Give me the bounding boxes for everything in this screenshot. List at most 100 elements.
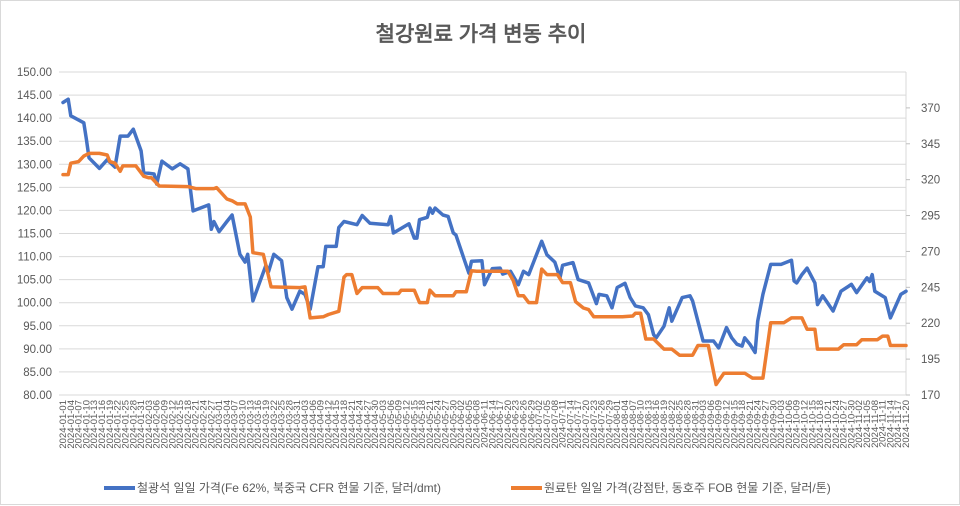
- x-tick-label: 2024-01-07: [74, 400, 85, 449]
- x-tick-label: 2024-02-12: [167, 400, 178, 449]
- right-tick-label: 370: [921, 103, 940, 115]
- x-tick-label: 2024-09-12: [721, 400, 732, 449]
- x-tick-label: 2024-05-21: [425, 400, 436, 449]
- x-tick-label: 2024-02-09: [159, 400, 170, 449]
- x-tick-label: 2024-10-06: [784, 400, 795, 449]
- x-tick-label: 2024-08-19: [659, 400, 670, 449]
- x-tick-label: 2024-05-27: [440, 400, 451, 449]
- x-tick-label: 2024-11-02: [854, 400, 865, 448]
- x-tick-label: 2024-10-30: [846, 400, 857, 449]
- chart-title: 철강원료 가격 변동 추이: [376, 23, 587, 46]
- legend-label-iron-ore: 철광석 일일 가격(Fe 62%, 북중국 CFR 현물 기준, 달러/dmt): [137, 481, 441, 495]
- x-tick-label: 2024-08-16: [651, 400, 662, 449]
- x-tick-label: 2024-03-13: [245, 400, 256, 449]
- right-tick-label: 245: [921, 282, 940, 294]
- x-tick-label: 2024-03-28: [284, 400, 295, 449]
- x-tick-label: 2024-01-13: [89, 400, 100, 449]
- x-tick-label: 2024-07-20: [581, 400, 592, 449]
- right-tick-label: 270: [921, 246, 940, 258]
- x-tick-label: 2024-05-12: [401, 400, 412, 449]
- x-tick-label: 2024-06-08: [472, 400, 483, 449]
- x-tick-label: 2024-04-09: [316, 400, 327, 449]
- x-tick-label: 2024-03-19: [261, 400, 272, 449]
- x-tick-label: 2024-08-01: [612, 400, 623, 449]
- x-tick-label: 2024-07-23: [589, 400, 600, 449]
- right-tick-label: 320: [921, 175, 940, 187]
- right-tick-label: 195: [921, 354, 940, 366]
- x-tick-label: 2024-06-23: [511, 400, 522, 449]
- x-tick-label: 2024-05-30: [448, 400, 459, 449]
- x-tick-label: 2024-05-18: [417, 400, 428, 449]
- x-tick-label: 2024-07-26: [597, 400, 608, 449]
- x-tick-label: 2024-02-15: [175, 400, 186, 449]
- x-tick-label: 2024-03-04: [222, 400, 233, 449]
- right-tick-label: 170: [921, 390, 940, 402]
- x-tick-label: 2024-10-27: [839, 400, 850, 449]
- left-tick-label: 85.00: [23, 367, 52, 379]
- x-tick-label: 2024-08-31: [690, 400, 701, 449]
- x-tick-label: 2024-01-01: [58, 400, 69, 449]
- x-tick-label: 2024-07-02: [534, 400, 545, 449]
- x-tick-label: 2024-08-04: [620, 400, 631, 449]
- x-tick-label: 2024-06-26: [519, 400, 530, 449]
- x-tick-label: 2024-10-18: [815, 400, 826, 449]
- x-tick-label: 2024-10-03: [776, 400, 787, 449]
- x-tick-label: 2024-04-30: [370, 400, 381, 449]
- x-tick-label: 2024-03-07: [230, 400, 241, 449]
- x-tick-label: 2024-06-29: [526, 400, 537, 449]
- x-tick-label: 2024-04-03: [300, 400, 311, 449]
- legend-label-coking-coal: 원료탄 일일 가격(강점탄, 동호주 FOB 현물 기준, 달러/톤): [544, 481, 831, 495]
- x-tick-label: 2024-07-11: [558, 400, 569, 448]
- x-tick-label: 2024-04-12: [323, 400, 334, 449]
- x-tick-label: 2024-07-29: [604, 400, 615, 449]
- left-tick-label: 125.00: [17, 182, 52, 194]
- x-tick-label: 2024-07-08: [550, 400, 561, 449]
- x-tick-label: 2024-03-01: [214, 400, 225, 449]
- x-tick-label: 2024-09-03: [698, 400, 709, 449]
- x-tick-label: 2024-10-21: [823, 400, 834, 449]
- left-tick-label: 140.00: [17, 113, 52, 125]
- x-tick-label: 2024-07-17: [573, 400, 584, 449]
- x-tick-label: 2024-09-15: [729, 400, 740, 449]
- x-axis: 2024-01-012024-01-042024-01-072024-01-10…: [58, 400, 912, 449]
- x-tick-label: 2024-08-22: [667, 400, 678, 449]
- x-tick-label: 2024-03-10: [238, 400, 249, 449]
- x-tick-label: 2024-01-19: [105, 400, 116, 449]
- x-tick-label: 2024-01-10: [81, 400, 92, 449]
- legend: 철광석 일일 가격(Fe 62%, 북중국 CFR 현물 기준, 달러/dmt)…: [104, 481, 831, 495]
- right-tick-label: 295: [921, 211, 940, 223]
- right-tick-label: 345: [921, 139, 940, 151]
- x-tick-label: 2024-09-24: [753, 400, 764, 449]
- right-tick-label: 220: [921, 318, 940, 330]
- x-tick-label: 2024-09-30: [768, 400, 779, 449]
- x-tick-label: 2024-06-05: [464, 400, 475, 449]
- x-tick-label: 2024-11-11: [878, 400, 889, 447]
- series-line-coking-coal: [61, 151, 908, 387]
- series-line-iron-ore: [61, 97, 908, 355]
- x-tick-label: 2024-10-12: [800, 400, 811, 449]
- x-tick-label: 2024-04-18: [339, 400, 350, 449]
- left-tick-label: 115.00: [18, 229, 52, 241]
- x-tick-label: 2024-10-24: [831, 400, 842, 449]
- x-tick-label: 2024-02-24: [199, 400, 210, 449]
- left-tick-label: 130.00: [17, 159, 52, 171]
- right-axis: 170 195 220 245 270 295 320 345 370: [906, 103, 940, 402]
- x-tick-label: 2024-04-15: [331, 400, 342, 449]
- x-tick-label: 2024-07-14: [565, 400, 576, 449]
- x-tick-label: 2024-05-09: [394, 400, 405, 449]
- x-tick-label: 2024-01-25: [120, 400, 131, 449]
- x-tick-label: 2024-01-16: [97, 400, 108, 449]
- x-tick-label: 2024-02-03: [144, 400, 155, 449]
- x-tick-label: 2024-06-02: [456, 400, 467, 449]
- x-tick-label: 2024-11-05: [862, 400, 873, 448]
- x-tick-label: 2024-04-27: [362, 400, 373, 449]
- x-tick-label: 2024-09-27: [761, 400, 772, 449]
- x-tick-label: 2024-05-06: [386, 400, 397, 449]
- left-tick-label: 95.00: [23, 321, 52, 333]
- x-tick-label: 2024-01-31: [136, 400, 147, 449]
- x-tick-label: 2024-06-11: [480, 400, 491, 448]
- x-tick-label: 2024-03-25: [277, 400, 288, 449]
- x-tick-label: 2024-03-22: [269, 400, 280, 449]
